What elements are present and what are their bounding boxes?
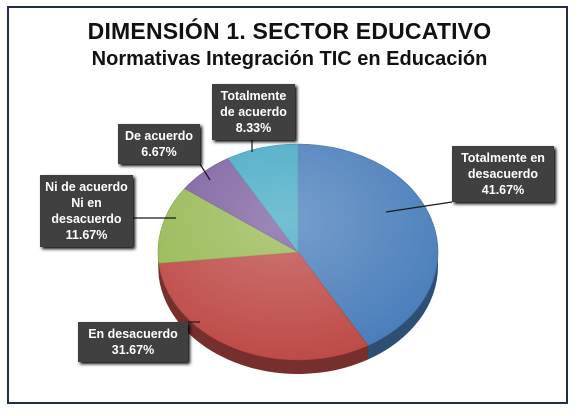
pie-gloss [158,144,438,360]
data-label-box-3 [118,124,200,164]
leader-line-3 [199,163,211,181]
data-label-4: Totalmente de acuerdo 8.33% [220,89,287,135]
pie-slice-side-0 [368,252,438,360]
data-label-0: Totalmente en desacuerdo 41.67% [461,151,545,197]
leader-line-0 [385,201,453,213]
chart-subtitle: Normativas Integración TIC en Educación [91,48,488,70]
data-label-box-1 [78,322,188,362]
data-label-box-0 [452,146,554,202]
chart-title: DIMENSIÓN 1. SECTOR EDUCATIVO [87,18,492,44]
data-label-box-4 [212,84,295,140]
data-label-box-2 [40,175,133,247]
data-label-2: Ni de acuerdo Ni en desacuerdo 11.67% [45,180,128,242]
data-label-3: De acuerdo 6.67% [125,129,193,159]
data-label-1: En desacuerdo 31.67% [88,327,178,357]
pie-slice-side-1 [158,263,369,375]
